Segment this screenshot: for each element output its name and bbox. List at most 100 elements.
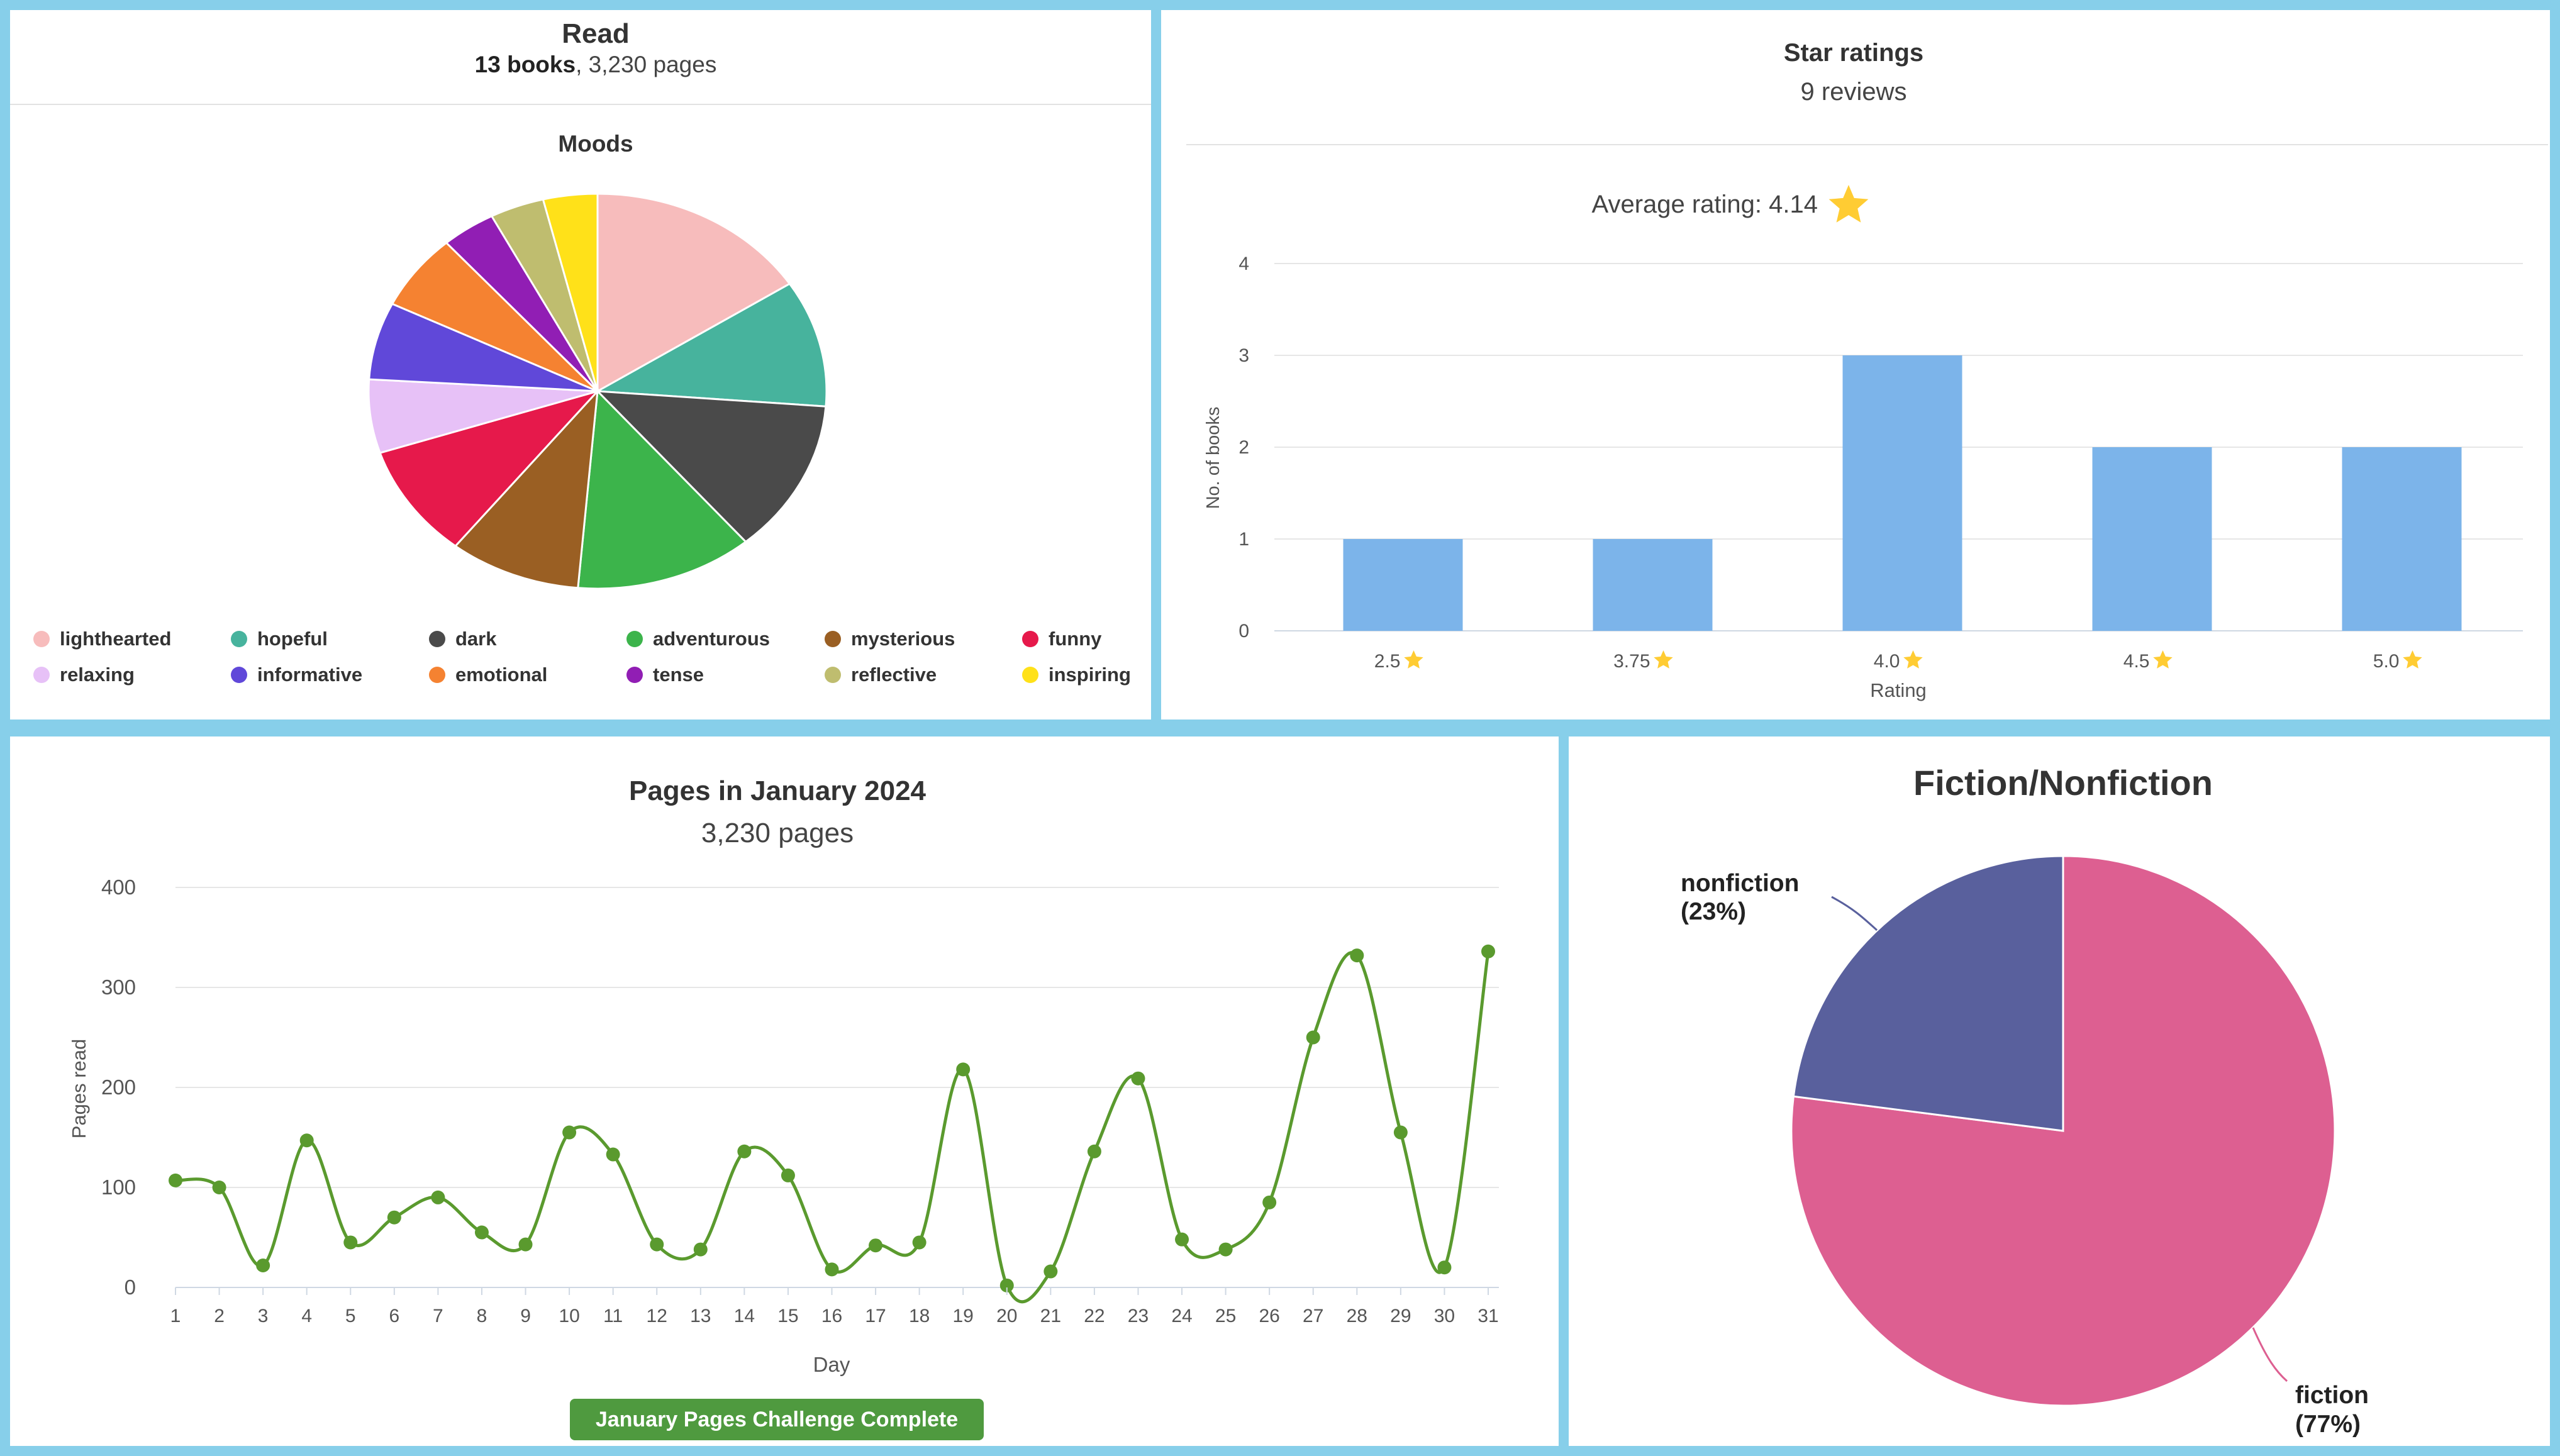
day-label: 12	[647, 1306, 667, 1326]
read-summary: 13 books, 3,230 pages	[475, 52, 717, 77]
rating-bar-4.5	[2092, 447, 2212, 631]
pages-point-day-2	[212, 1181, 226, 1194]
mood-slice-relaxing	[367, 378, 598, 454]
legend-swatch-emotional	[429, 667, 445, 683]
pages-point-day-4	[299, 1133, 314, 1148]
star-icon	[1903, 650, 1923, 669]
legend-swatch-inspiring	[1022, 667, 1038, 683]
pages-point-day-22	[1087, 1144, 1101, 1159]
fiction-panel: Fiction/Nonfiction fiction (77%) nonfictio…	[1559, 726, 2560, 1456]
legend-swatch-relaxing	[33, 667, 50, 683]
mood-slice-funny	[379, 389, 601, 548]
day-axis-label: Day	[813, 1353, 850, 1376]
legend-item-funny: funny	[1049, 628, 1102, 650]
mood-slice-hopeful	[594, 282, 828, 408]
moods-panel: Read 13 books, 3,230 pages Moods lighthe…	[0, 0, 1162, 730]
pages-point-day-26	[1262, 1195, 1277, 1209]
day-label: 20	[996, 1306, 1017, 1326]
books-axis-label: No. of books	[1203, 407, 1223, 509]
day-label: 22	[1084, 1306, 1105, 1326]
day-label: 11	[603, 1306, 623, 1326]
pages-point-day-25	[1218, 1242, 1233, 1257]
legend-swatch-hopeful	[231, 631, 247, 647]
pages-read-axis-label: Pages read	[68, 1039, 90, 1139]
mood-slice-mysterious	[454, 388, 599, 589]
fiction-percent: (77%)	[2295, 1411, 2361, 1438]
rating-bar-2.5	[1343, 539, 1463, 631]
pages-point-day-28	[1350, 948, 1364, 963]
day-label: 27	[1303, 1306, 1323, 1326]
slice-nonfiction	[1792, 855, 2064, 1132]
pages-point-day-7	[431, 1190, 445, 1204]
day-label: 29	[1390, 1306, 1411, 1326]
day-label: 26	[1259, 1306, 1279, 1326]
mood-slice-inspiring	[542, 192, 599, 392]
legend-item-adventurous: adventurous	[653, 628, 770, 650]
day-label: 25	[1215, 1306, 1236, 1326]
pages-point-day-16	[825, 1262, 839, 1277]
star-shape	[1828, 185, 1869, 223]
pages-point-day-23	[1131, 1071, 1145, 1086]
read-title: Read	[562, 18, 630, 49]
day-label: 1	[170, 1306, 181, 1326]
pages-point-day-24	[1175, 1232, 1189, 1247]
pages-point-day-10	[562, 1125, 577, 1140]
pages-point-day-30	[1437, 1260, 1452, 1275]
star-ratings-panel: Star ratings 9 reviews Average rating: 4…	[1151, 0, 2560, 730]
day-label: 30	[1434, 1306, 1455, 1326]
star-icon	[1828, 185, 1869, 223]
day-label: 31	[1478, 1306, 1498, 1326]
star-ratings-chart: Star ratings 9 reviews Average rating: 4…	[1186, 39, 2548, 701]
day-label: 4	[301, 1306, 312, 1326]
challenge-badge: January Pages Challenge Complete	[596, 1408, 958, 1431]
mood-slice-informative	[368, 303, 598, 392]
day-label: 17	[865, 1306, 886, 1326]
legend-item-hopeful: hopeful	[257, 628, 328, 650]
legend-item-tense: tense	[653, 664, 704, 686]
pages-point-day-19	[956, 1062, 971, 1077]
pages-point-day-31	[1481, 944, 1495, 959]
pages-point-day-27	[1306, 1030, 1320, 1045]
legend-item-informative: informative	[257, 664, 362, 686]
mood-slice-lighthearted	[596, 192, 791, 393]
pages-subtitle: 3,230 pages	[701, 818, 854, 848]
nonfiction-percent: (23%)	[1681, 898, 1746, 925]
books-count: 13 books	[475, 52, 576, 77]
nonfiction-label: nonfiction	[1681, 870, 1799, 897]
rating-label: 5.0	[2373, 651, 2400, 672]
day-label: 3	[258, 1306, 269, 1326]
legend-item-dark: dark	[455, 628, 497, 650]
nonfiction-connector	[1831, 896, 1878, 931]
legend-swatch-adventurous	[626, 631, 643, 647]
legend-swatch-tense	[626, 667, 643, 683]
pages-point-day-13	[693, 1242, 708, 1257]
legend-item-emotional: emotional	[455, 664, 547, 686]
day-label: 8	[477, 1306, 487, 1326]
legend-swatch-reflective	[825, 667, 841, 683]
rating-bar-5.0	[2342, 447, 2462, 631]
legend-item-inspiring: inspiring	[1049, 664, 1131, 686]
fiction-chart: Fiction/Nonfiction fiction(77%) nonfictio…	[1681, 763, 2369, 1438]
day-label: 21	[1040, 1306, 1061, 1326]
moods-chart-title: Moods	[558, 131, 633, 157]
day-label: 7	[433, 1306, 443, 1326]
pages-point-day-17	[869, 1238, 883, 1253]
mood-slice-emotional	[391, 242, 599, 392]
star-ytick: 3	[1238, 345, 1249, 366]
moods-chart: Read 13 books, 3,230 pages Moods lighthe…	[10, 18, 1152, 686]
rating-label: 4.0	[1874, 651, 1900, 672]
rating-label: 3.75	[1613, 651, 1650, 672]
day-label: 18	[909, 1306, 930, 1326]
pages-ytick: 200	[101, 1075, 136, 1099]
day-label: 28	[1347, 1306, 1367, 1326]
day-label: 10	[559, 1306, 579, 1326]
pages-point-day-14	[737, 1144, 752, 1159]
star-icon	[2153, 650, 2173, 669]
star-ytick: 4	[1238, 253, 1249, 274]
day-label: 13	[690, 1306, 711, 1326]
pages-point-day-21	[1043, 1264, 1058, 1279]
pages-point-day-8	[474, 1225, 489, 1240]
pages-ytick: 100	[101, 1175, 136, 1199]
day-label: 5	[345, 1306, 356, 1326]
rating-bar-4.0	[1842, 355, 1962, 631]
